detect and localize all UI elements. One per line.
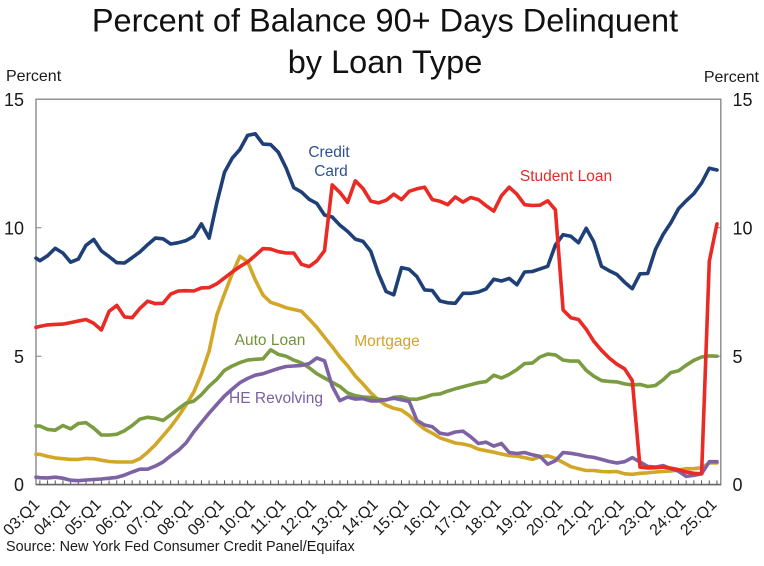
svg-text:Percent: Percent	[6, 68, 62, 85]
svg-text:5: 5	[733, 347, 743, 367]
svg-text:Percent: Percent	[704, 69, 760, 86]
svg-text:Credit: Credit	[308, 144, 350, 161]
svg-text:by Loan Type: by Loan Type	[288, 44, 483, 80]
svg-text:10: 10	[733, 219, 753, 239]
svg-text:15: 15	[4, 90, 24, 110]
svg-text:0: 0	[733, 475, 743, 495]
svg-text:Student Loan: Student Loan	[520, 168, 612, 185]
svg-text:5: 5	[14, 347, 24, 367]
svg-text:Card: Card	[314, 163, 348, 180]
svg-text:Source: New York Fed Consumer: Source: New York Fed Consumer Credit Pan…	[6, 539, 356, 555]
svg-text:Mortgage: Mortgage	[354, 333, 419, 350]
svg-text:Percent of Balance 90+ Days De: Percent of Balance 90+ Days Delinquent	[92, 3, 678, 39]
svg-text:Auto Loan: Auto Loan	[235, 332, 306, 349]
svg-text:HE Revolving: HE Revolving	[229, 390, 323, 407]
svg-text:15: 15	[733, 90, 753, 110]
svg-text:0: 0	[14, 475, 24, 495]
svg-text:10: 10	[4, 219, 24, 239]
